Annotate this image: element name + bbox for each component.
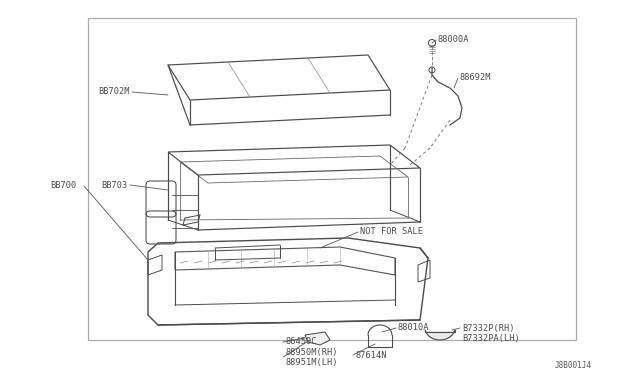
Polygon shape <box>305 332 330 345</box>
Text: J8B001J4: J8B001J4 <box>555 360 592 369</box>
Bar <box>88 18 576 340</box>
Text: 86450C: 86450C <box>285 337 317 346</box>
Text: B7332P(RH): B7332P(RH) <box>462 324 515 333</box>
Text: 88951M(LH): 88951M(LH) <box>285 357 337 366</box>
Text: 88010A: 88010A <box>398 324 429 333</box>
Text: B7332PA(LH): B7332PA(LH) <box>462 334 520 343</box>
Circle shape <box>429 67 435 73</box>
Text: 88000A: 88000A <box>438 35 470 45</box>
Text: NOT FOR SALE: NOT FOR SALE <box>360 228 423 237</box>
Text: BB703: BB703 <box>102 180 128 189</box>
Text: 88950M(RH): 88950M(RH) <box>285 347 337 356</box>
Text: BB702M: BB702M <box>99 87 130 96</box>
Text: BB700: BB700 <box>50 182 76 190</box>
Text: 87614N: 87614N <box>355 350 387 359</box>
Text: 88692M: 88692M <box>460 74 492 83</box>
Polygon shape <box>426 330 454 340</box>
